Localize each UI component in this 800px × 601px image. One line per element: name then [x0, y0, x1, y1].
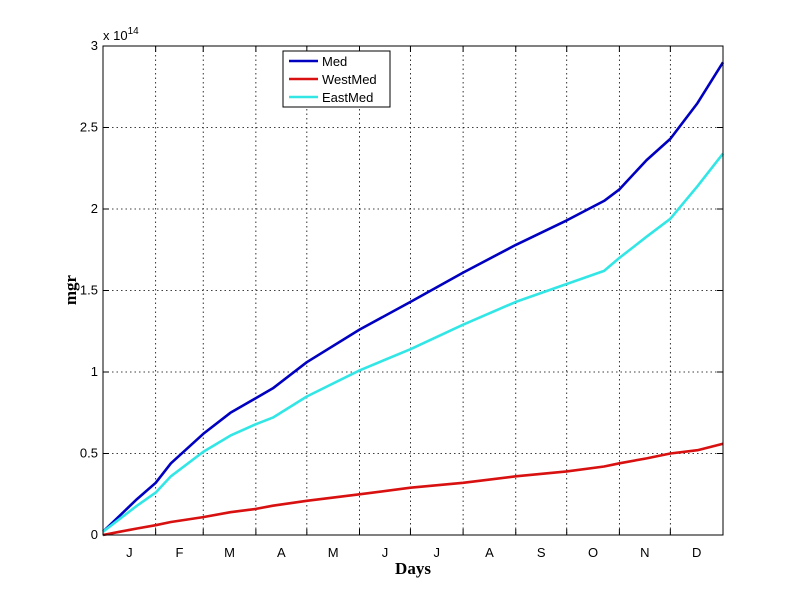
- series-line-med: [102, 61, 725, 533]
- x-tick-label: J: [382, 545, 389, 560]
- x-tick-label: N: [640, 545, 649, 560]
- y-axis-tick-labels: 0 0.5 1 1.5 2 2.5 3: [80, 38, 98, 542]
- x-tick-label: O: [588, 545, 598, 560]
- y-tick-label: 1: [91, 364, 98, 379]
- axis-ticks: [102, 45, 724, 536]
- x-tick-label: M: [224, 545, 235, 560]
- legend-label-med: Med: [322, 54, 347, 69]
- y-tick-label: 2.5: [80, 120, 98, 135]
- legend-label-westmed: WestMed: [322, 72, 377, 87]
- y-axis-title: mgr: [61, 274, 80, 305]
- x-tick-label: D: [692, 545, 701, 560]
- x-axis-title: Days: [395, 559, 431, 578]
- x-tick-label: F: [175, 545, 183, 560]
- series-lines: [102, 61, 725, 537]
- x-tick-label: J: [126, 545, 133, 560]
- grid-lines: [103, 46, 723, 535]
- y-multiplier-exponent: 14: [128, 26, 140, 37]
- x-tick-label: A: [485, 545, 494, 560]
- y-tick-label: 3: [91, 38, 98, 53]
- y-tick-label: 0: [91, 527, 98, 542]
- x-tick-label: A: [277, 545, 286, 560]
- series-line-westmed: [102, 442, 724, 537]
- x-tick-label: J: [434, 545, 441, 560]
- y-multiplier-base: x 10: [103, 28, 128, 43]
- series-line-eastmed: [102, 152, 725, 533]
- y-tick-label: 2: [91, 201, 98, 216]
- x-tick-label: S: [537, 545, 546, 560]
- legend: Med WestMed EastMed: [282, 50, 391, 108]
- y-tick-label: 0.5: [80, 446, 98, 461]
- y-multiplier: x 1014: [103, 26, 139, 43]
- y-tick-label: 1.5: [80, 283, 98, 298]
- x-tick-label: M: [328, 545, 339, 560]
- legend-label-eastmed: EastMed: [322, 90, 373, 105]
